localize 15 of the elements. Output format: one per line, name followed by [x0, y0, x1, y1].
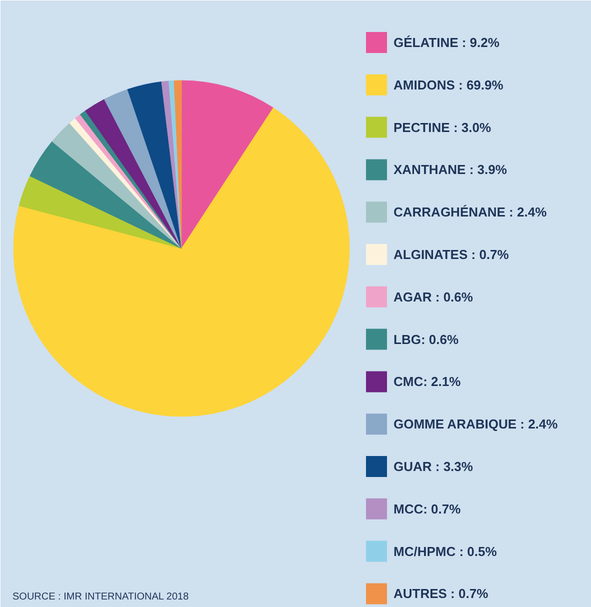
- legend-label: AMIDONS : 69.9%: [394, 77, 504, 92]
- legend-label: GOMME ARABIQUE : 2.4%: [394, 416, 558, 432]
- legend-label: GÉLATINE : 9.2%: [394, 35, 500, 50]
- legend-label: MCC: 0.7%: [394, 501, 462, 516]
- legend-label: MC/HPMC : 0.5%: [394, 544, 498, 559]
- legend-label: LBG: 0.6%: [394, 332, 459, 347]
- legend-label: CARRAGHÉNANE : 2.4%: [394, 204, 548, 220]
- legend-label: GUAR : 3.3%: [394, 459, 474, 474]
- legend-label: CMC: 2.1%: [394, 374, 462, 390]
- legend-label: XANTHANE : 3.9%: [394, 162, 508, 178]
- legend-label: PECTINE : 3.0%: [394, 120, 492, 135]
- source-note: SOURCE : IMR INTERNATIONAL 2018: [12, 592, 190, 602]
- legend-label: AGAR : 0.6%: [394, 289, 474, 304]
- legend-label: AUTRES : 0.7%: [394, 586, 489, 602]
- legend-label: ALGINATES : 0.7%: [394, 247, 510, 262]
